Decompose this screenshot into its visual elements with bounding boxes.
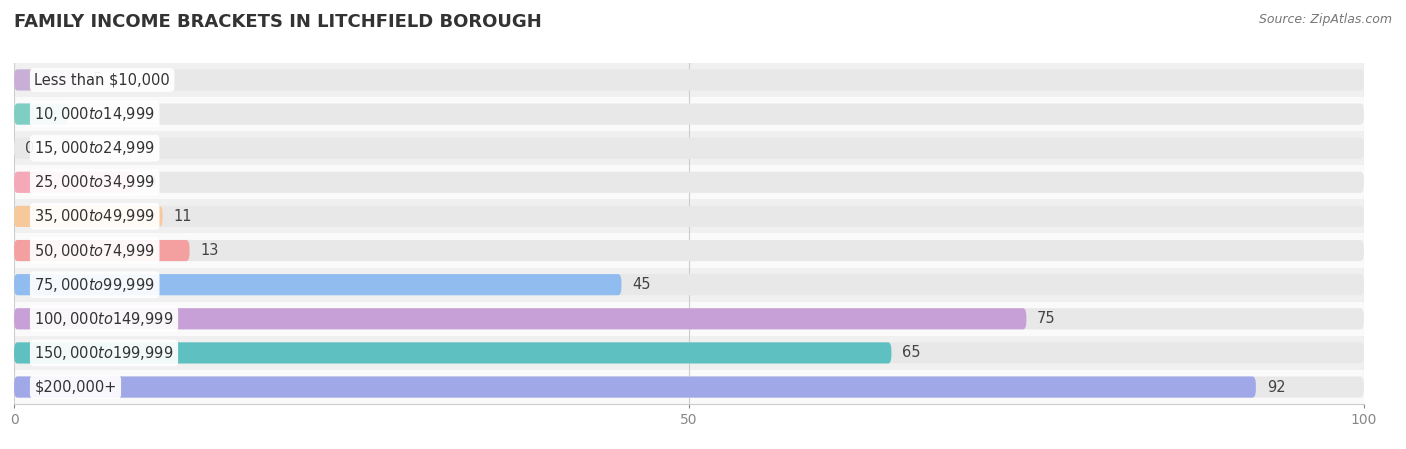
FancyBboxPatch shape — [14, 274, 1364, 295]
Bar — [14, 63, 1364, 97]
Text: 65: 65 — [903, 345, 921, 361]
Text: $50,000 to $74,999: $50,000 to $74,999 — [34, 242, 155, 260]
Text: Source: ZipAtlas.com: Source: ZipAtlas.com — [1258, 13, 1392, 26]
FancyBboxPatch shape — [14, 69, 82, 91]
Text: $10,000 to $14,999: $10,000 to $14,999 — [34, 105, 155, 123]
FancyBboxPatch shape — [14, 240, 190, 261]
Text: 0: 0 — [25, 141, 34, 156]
Text: 13: 13 — [200, 243, 219, 258]
Text: $200,000+: $200,000+ — [34, 379, 117, 395]
Bar — [14, 336, 1364, 370]
FancyBboxPatch shape — [14, 103, 67, 125]
Text: 4: 4 — [79, 106, 89, 122]
Text: 9: 9 — [146, 175, 156, 190]
FancyBboxPatch shape — [14, 103, 1364, 125]
FancyBboxPatch shape — [14, 376, 1256, 398]
FancyBboxPatch shape — [14, 308, 1026, 330]
Bar — [14, 165, 1364, 199]
Bar — [14, 268, 1364, 302]
Bar — [14, 131, 1364, 165]
Text: 11: 11 — [173, 209, 191, 224]
FancyBboxPatch shape — [14, 342, 891, 364]
Text: 92: 92 — [1267, 379, 1285, 395]
FancyBboxPatch shape — [14, 137, 1364, 159]
Text: $25,000 to $34,999: $25,000 to $34,999 — [34, 173, 155, 191]
FancyBboxPatch shape — [14, 274, 621, 295]
FancyBboxPatch shape — [14, 342, 1364, 364]
FancyBboxPatch shape — [14, 69, 1364, 91]
Text: 75: 75 — [1038, 311, 1056, 326]
Text: Less than $10,000: Less than $10,000 — [34, 72, 170, 88]
FancyBboxPatch shape — [14, 172, 1364, 193]
Text: FAMILY INCOME BRACKETS IN LITCHFIELD BOROUGH: FAMILY INCOME BRACKETS IN LITCHFIELD BOR… — [14, 13, 541, 31]
Text: $15,000 to $24,999: $15,000 to $24,999 — [34, 139, 155, 157]
Bar — [14, 199, 1364, 233]
Text: 5: 5 — [93, 72, 101, 88]
FancyBboxPatch shape — [14, 206, 163, 227]
Bar — [14, 302, 1364, 336]
FancyBboxPatch shape — [14, 172, 135, 193]
FancyBboxPatch shape — [14, 376, 1364, 398]
Text: 45: 45 — [633, 277, 651, 292]
FancyBboxPatch shape — [14, 308, 1364, 330]
Bar — [14, 370, 1364, 404]
FancyBboxPatch shape — [14, 240, 1364, 261]
FancyBboxPatch shape — [14, 206, 1364, 227]
Text: $75,000 to $99,999: $75,000 to $99,999 — [34, 276, 155, 294]
Bar — [14, 233, 1364, 268]
Text: $35,000 to $49,999: $35,000 to $49,999 — [34, 207, 155, 225]
Text: $150,000 to $199,999: $150,000 to $199,999 — [34, 344, 174, 362]
Bar — [14, 97, 1364, 131]
Text: $100,000 to $149,999: $100,000 to $149,999 — [34, 310, 174, 328]
